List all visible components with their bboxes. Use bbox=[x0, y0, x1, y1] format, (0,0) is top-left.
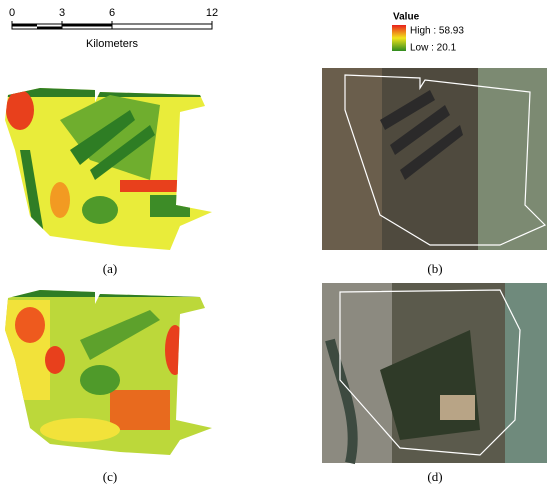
scale-bar: Kilometers 0 3 6 12 bbox=[9, 7, 218, 50]
legend-ramp bbox=[392, 25, 406, 51]
scale-tick-label: 3 bbox=[59, 7, 65, 19]
scale-bar-segment bbox=[37, 26, 62, 29]
scale-tick-label: 6 bbox=[109, 7, 115, 19]
heatmap-c bbox=[5, 290, 212, 455]
scale-unit: Kilometers bbox=[86, 38, 138, 50]
satellite-d bbox=[322, 283, 547, 465]
legend-title: Value bbox=[393, 12, 420, 23]
scale-bar-segment bbox=[12, 24, 37, 27]
legend-high: High : 58.93 bbox=[410, 26, 464, 37]
panel-label: (a) bbox=[103, 261, 117, 276]
panel-label: (d) bbox=[427, 469, 442, 484]
heatmap-a bbox=[5, 88, 212, 250]
satellite-b bbox=[322, 68, 547, 250]
scale-bar-segment bbox=[62, 24, 112, 27]
scale-tick-label: 12 bbox=[206, 7, 218, 19]
legend-low: Low : 20.1 bbox=[410, 43, 457, 54]
panel-label: (c) bbox=[103, 469, 117, 484]
scale-tick-label: 0 bbox=[9, 7, 15, 19]
legend: Value High : 58.93 Low : 20.1 bbox=[392, 12, 464, 54]
panel-label: (b) bbox=[427, 261, 442, 276]
